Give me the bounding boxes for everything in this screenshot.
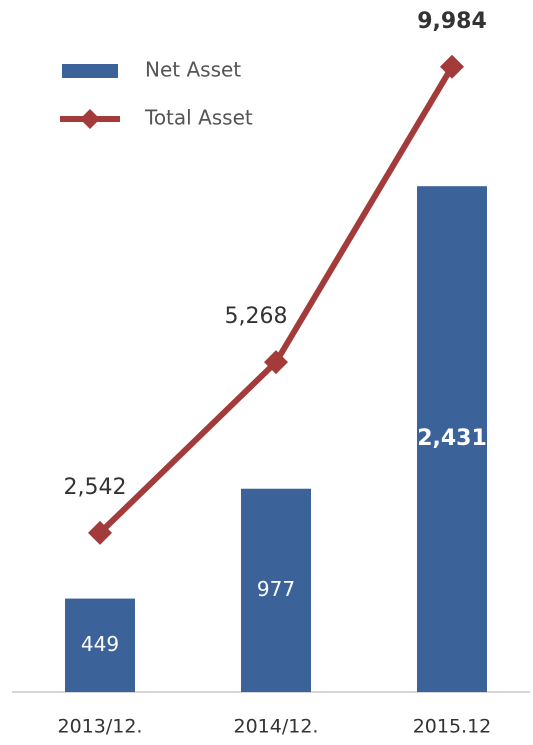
line-marker — [264, 350, 288, 375]
legend-marker — [80, 109, 100, 129]
bar — [65, 598, 135, 692]
bar — [241, 488, 311, 692]
line-marker — [440, 54, 464, 79]
bar-value-label: 977 — [257, 577, 295, 601]
bar — [417, 186, 487, 692]
line-value-label: 9,984 — [417, 9, 487, 34]
x-tick-label: 2013/12. — [58, 716, 143, 738]
x-tick-label: 2015.12 — [413, 716, 492, 738]
legend-label: Total Asset — [144, 106, 253, 130]
line-marker — [88, 520, 112, 545]
x-tick-label: 2014/12. — [234, 716, 319, 738]
legend-swatch — [62, 64, 118, 78]
bar-value-label: 2,431 — [417, 426, 487, 451]
bar-value-label: 449 — [81, 632, 119, 656]
legend-label: Net Asset — [145, 58, 241, 82]
line-value-label: 2,542 — [64, 475, 127, 500]
line — [97, 65, 455, 535]
line-value-label: 5,268 — [225, 304, 288, 329]
